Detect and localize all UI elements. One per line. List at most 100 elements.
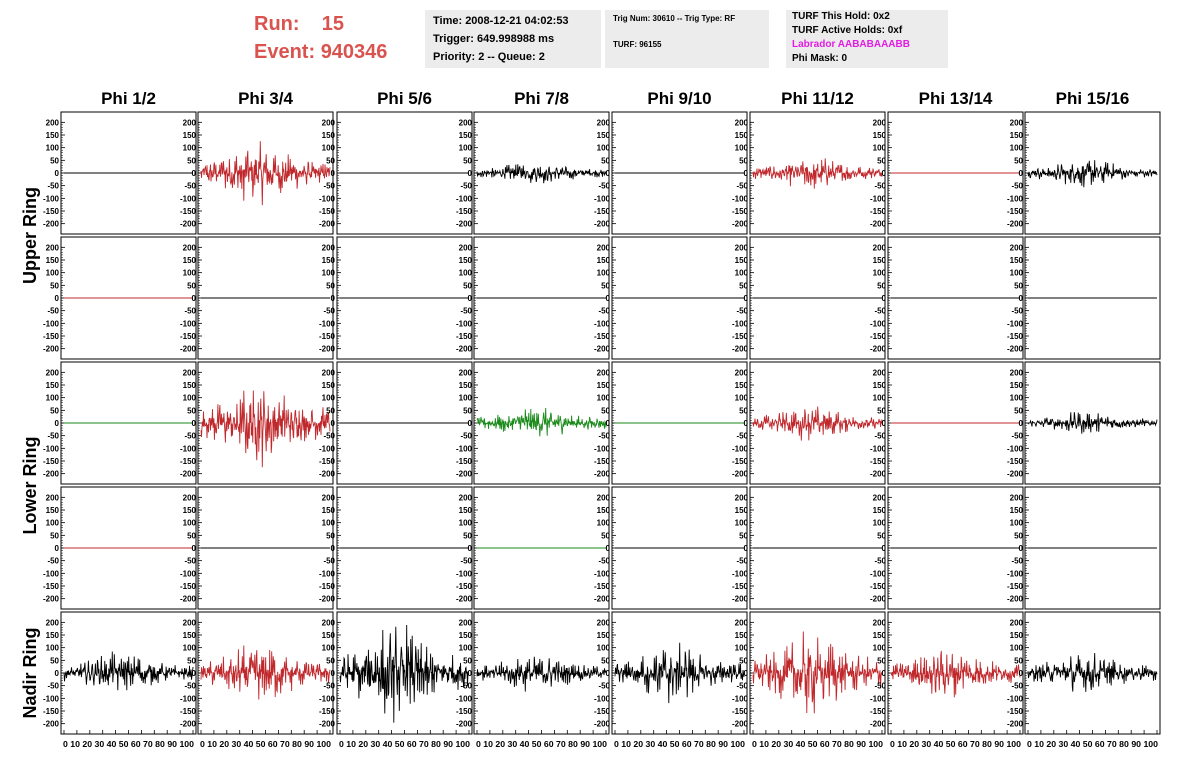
y-tick-label: 150	[46, 506, 60, 515]
y-tick-label: 200	[322, 368, 336, 377]
y-tick-label: -150	[732, 707, 749, 716]
event-value: 940346	[320, 41, 388, 63]
y-tick-label: -100	[456, 444, 473, 453]
waveform-trace	[752, 406, 883, 441]
y-tick-label: 150	[873, 256, 887, 265]
y-tick-label: 0	[192, 169, 197, 178]
y-tick-label: 50	[463, 406, 472, 415]
y-tick-label: 200	[735, 368, 749, 377]
y-tick-label: -150	[180, 207, 197, 216]
y-tick-label: 150	[1010, 381, 1024, 390]
y-tick-label: 150	[183, 256, 197, 265]
y-tick-label: 150	[46, 631, 60, 640]
y-tick-label: 0	[331, 169, 336, 178]
y-tick-label: 0	[55, 294, 60, 303]
y-tick-label: -200	[594, 220, 611, 229]
y-tick-label: -100	[1007, 569, 1024, 578]
y-tick-label: -50	[184, 182, 196, 191]
phi-header: Phi 5/6	[377, 89, 432, 108]
y-tick-label: 150	[873, 506, 887, 515]
y-tick-label: 50	[601, 281, 610, 290]
ring-label: Lower Ring	[20, 437, 40, 535]
y-tick-label: 0	[192, 544, 197, 553]
y-tick-label: -50	[874, 307, 886, 316]
y-tick-label: -100	[1007, 319, 1024, 328]
y-tick-label: 0	[744, 669, 749, 678]
y-tick-label: -150	[1007, 207, 1024, 216]
y-tick-label: -200	[456, 470, 473, 479]
y-tick-label: -50	[460, 682, 472, 691]
y-tick-label: 50	[739, 406, 748, 415]
y-tick-label: 0	[1019, 169, 1024, 178]
y-tick-label: -150	[43, 207, 60, 216]
y-tick-label: 100	[1010, 644, 1024, 653]
y-tick-label: 100	[46, 519, 60, 528]
y-tick-label: 100	[735, 394, 749, 403]
y-tick-label: -200	[319, 595, 336, 604]
y-tick-label: -200	[870, 595, 887, 604]
y-tick-label: -50	[323, 307, 335, 316]
y-tick-label: -50	[598, 557, 610, 566]
y-tick-label: 0	[744, 544, 749, 553]
y-tick-label: 150	[46, 381, 60, 390]
waveform-trace	[200, 645, 331, 700]
y-tick-label: 50	[50, 281, 59, 290]
y-tick-label: 200	[873, 493, 887, 502]
y-tick-label: 0	[192, 669, 197, 678]
waveform-trace	[476, 164, 607, 184]
y-tick-label: 150	[597, 381, 611, 390]
y-tick-label: -100	[456, 319, 473, 328]
y-tick-label: 200	[322, 493, 336, 502]
y-tick-label: -200	[456, 345, 473, 354]
y-tick-label: 200	[1010, 118, 1024, 127]
y-tick-label: 100	[322, 644, 336, 653]
trig-num-type-text: Trig Num: 30610 -- Trig Type: RF	[613, 14, 736, 23]
y-tick-label: -150	[319, 707, 336, 716]
y-tick-label: 0	[744, 169, 749, 178]
y-tick-label: -200	[870, 220, 887, 229]
y-tick-label: 150	[459, 131, 473, 140]
x-tick-labels: 0 10 20 30 40 50 60 70 80 90 100	[614, 740, 746, 749]
y-tick-label: 200	[459, 368, 473, 377]
y-tick-label: -200	[319, 220, 336, 229]
y-tick-label: -150	[456, 207, 473, 216]
y-tick-label: -200	[594, 470, 611, 479]
x-tick-labels: 0 10 20 30 40 50 60 70 80 90 100	[200, 740, 332, 749]
y-tick-label: 0	[55, 544, 60, 553]
y-tick-label: -100	[180, 319, 197, 328]
waveform-trace	[614, 642, 745, 704]
y-tick-label: 0	[1019, 544, 1024, 553]
y-tick-label: 200	[1010, 493, 1024, 502]
y-tick-label: -50	[598, 432, 610, 441]
y-tick-label: 150	[322, 506, 336, 515]
phi-header: Phi 1/2	[101, 89, 156, 108]
y-tick-label: 100	[183, 394, 197, 403]
y-tick-label: -200	[594, 720, 611, 729]
y-tick-label: 150	[46, 131, 60, 140]
turf-number-text: TURF: 96155	[613, 40, 662, 49]
y-tick-label: -150	[594, 332, 611, 341]
time-text: Time: 2008-12-21 04:02:53	[433, 15, 569, 27]
y-tick-label: 150	[183, 381, 197, 390]
y-tick-label: 100	[46, 394, 60, 403]
y-tick-label: -150	[180, 582, 197, 591]
event-row: Event: 940346	[254, 38, 387, 66]
y-tick-label: -100	[732, 319, 749, 328]
y-tick-label: 50	[326, 531, 335, 540]
priority-queue-text: Priority: 2 -- Queue: 2	[433, 51, 545, 63]
y-tick-label: 100	[459, 144, 473, 153]
y-tick-label: 50	[739, 281, 748, 290]
y-tick-label: 0	[606, 419, 611, 428]
y-tick-label: -150	[319, 207, 336, 216]
event-label: Event:	[254, 41, 316, 63]
y-tick-label: 200	[597, 243, 611, 252]
y-tick-label: -50	[736, 557, 748, 566]
y-tick-label: 50	[50, 531, 59, 540]
y-tick-label: -150	[594, 207, 611, 216]
y-tick-label: -100	[43, 694, 60, 703]
y-tick-label: -100	[732, 569, 749, 578]
y-tick-label: 200	[46, 493, 60, 502]
y-tick-label: -100	[1007, 194, 1024, 203]
y-tick-label: 200	[1010, 243, 1024, 252]
